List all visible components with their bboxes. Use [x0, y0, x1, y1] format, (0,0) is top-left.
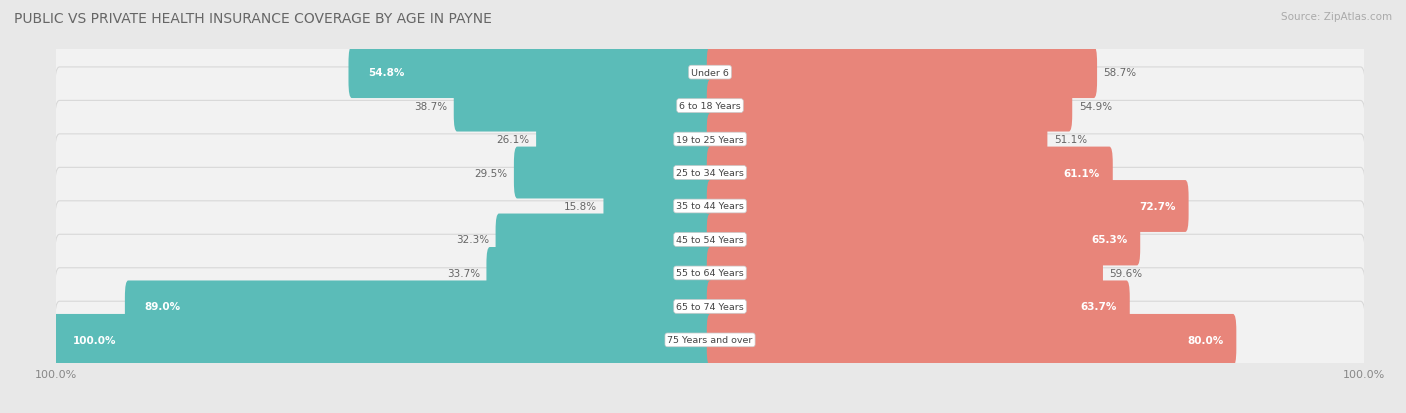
- FancyBboxPatch shape: [55, 168, 1365, 245]
- FancyBboxPatch shape: [486, 247, 713, 299]
- FancyBboxPatch shape: [55, 135, 1365, 212]
- Text: 59.6%: 59.6%: [1109, 268, 1143, 278]
- Text: 61.1%: 61.1%: [1063, 168, 1099, 178]
- Text: 19 to 25 Years: 19 to 25 Years: [676, 135, 744, 144]
- FancyBboxPatch shape: [707, 247, 1102, 299]
- Text: 35 to 44 Years: 35 to 44 Years: [676, 202, 744, 211]
- Text: 65.3%: 65.3%: [1091, 235, 1128, 245]
- Text: 80.0%: 80.0%: [1187, 335, 1223, 345]
- FancyBboxPatch shape: [707, 114, 1047, 166]
- FancyBboxPatch shape: [536, 114, 713, 166]
- FancyBboxPatch shape: [55, 268, 1365, 345]
- FancyBboxPatch shape: [55, 201, 1365, 278]
- FancyBboxPatch shape: [515, 147, 713, 199]
- Text: 45 to 54 Years: 45 to 54 Years: [676, 235, 744, 244]
- FancyBboxPatch shape: [707, 147, 1112, 199]
- FancyBboxPatch shape: [707, 81, 1073, 132]
- Text: 65 to 74 Years: 65 to 74 Years: [676, 302, 744, 311]
- Text: Source: ZipAtlas.com: Source: ZipAtlas.com: [1281, 12, 1392, 22]
- Text: 75 Years and over: 75 Years and over: [668, 336, 752, 344]
- Text: 72.7%: 72.7%: [1139, 202, 1175, 211]
- Text: 54.9%: 54.9%: [1078, 101, 1112, 112]
- FancyBboxPatch shape: [55, 68, 1365, 145]
- Text: 89.0%: 89.0%: [145, 301, 180, 312]
- FancyBboxPatch shape: [495, 214, 713, 266]
- FancyBboxPatch shape: [55, 101, 1365, 178]
- FancyBboxPatch shape: [55, 34, 1365, 112]
- Text: 58.7%: 58.7%: [1104, 68, 1136, 78]
- Text: 54.8%: 54.8%: [368, 68, 405, 78]
- Text: 63.7%: 63.7%: [1080, 301, 1116, 312]
- Text: 15.8%: 15.8%: [564, 202, 598, 211]
- Text: 26.1%: 26.1%: [496, 135, 530, 145]
- FancyBboxPatch shape: [55, 235, 1365, 312]
- Text: 32.3%: 32.3%: [456, 235, 489, 245]
- Text: 55 to 64 Years: 55 to 64 Years: [676, 269, 744, 278]
- FancyBboxPatch shape: [707, 281, 1130, 332]
- FancyBboxPatch shape: [707, 47, 1097, 99]
- FancyBboxPatch shape: [707, 214, 1140, 266]
- Text: PUBLIC VS PRIVATE HEALTH INSURANCE COVERAGE BY AGE IN PAYNE: PUBLIC VS PRIVATE HEALTH INSURANCE COVER…: [14, 12, 492, 26]
- Text: 29.5%: 29.5%: [474, 168, 508, 178]
- FancyBboxPatch shape: [125, 281, 713, 332]
- Text: 100.0%: 100.0%: [73, 335, 117, 345]
- FancyBboxPatch shape: [707, 180, 1188, 233]
- FancyBboxPatch shape: [53, 314, 713, 366]
- FancyBboxPatch shape: [603, 180, 713, 233]
- Text: 6 to 18 Years: 6 to 18 Years: [679, 102, 741, 111]
- FancyBboxPatch shape: [454, 81, 713, 132]
- Text: 25 to 34 Years: 25 to 34 Years: [676, 169, 744, 178]
- FancyBboxPatch shape: [349, 47, 713, 99]
- Text: 51.1%: 51.1%: [1054, 135, 1087, 145]
- Text: Under 6: Under 6: [692, 69, 728, 77]
- FancyBboxPatch shape: [55, 301, 1365, 379]
- Text: 38.7%: 38.7%: [415, 101, 447, 112]
- FancyBboxPatch shape: [707, 314, 1236, 366]
- Text: 33.7%: 33.7%: [447, 268, 479, 278]
